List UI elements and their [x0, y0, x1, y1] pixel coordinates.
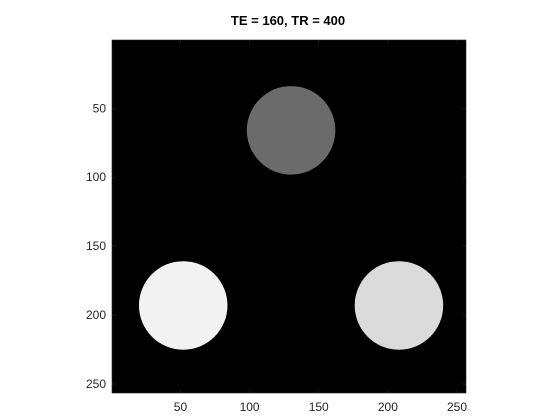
right-disc — [354, 261, 444, 350]
x-tick-label: 150 — [309, 400, 329, 414]
x-axis-ticks: 50 100 150 200 250 — [174, 40, 467, 414]
y-tick-label: 150 — [86, 239, 106, 253]
y-tick-label: 50 — [93, 101, 107, 115]
y-axis-ticks: 50 100 150 200 250 — [86, 101, 466, 391]
x-tick-label: 100 — [240, 400, 260, 414]
discs — [138, 86, 444, 350]
chart-title: TE = 160, TR = 400 — [231, 13, 345, 28]
top-disc — [246, 86, 336, 175]
y-tick-label: 200 — [86, 308, 106, 322]
axes-frame — [111, 39, 467, 394]
y-tick-label: 100 — [86, 170, 106, 184]
left-disc — [138, 261, 228, 350]
y-tick-label: 250 — [86, 377, 106, 391]
x-tick-label: 200 — [378, 400, 398, 414]
axes: 50 100 150 200 250 50 100 150 200 250 — [86, 39, 467, 414]
x-tick-label: 250 — [447, 400, 467, 414]
x-tick-label: 50 — [174, 400, 188, 414]
